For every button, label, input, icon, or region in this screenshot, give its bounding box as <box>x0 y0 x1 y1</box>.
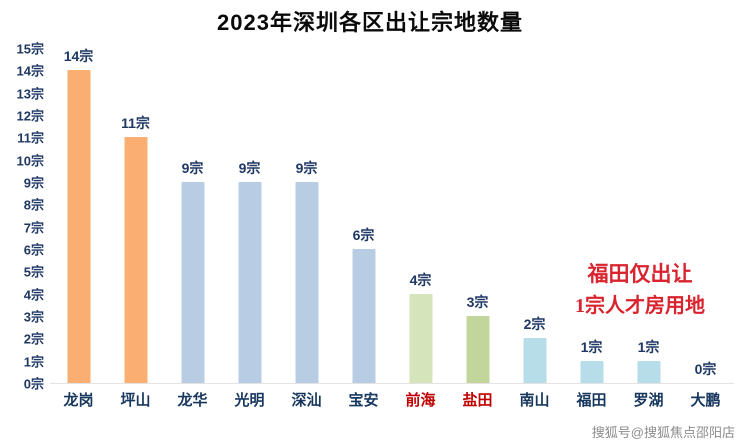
y-axis-tick: 11宗 <box>17 130 44 146</box>
bar-slot: 14宗 <box>50 48 107 383</box>
bar-value-label: 9宗 <box>238 160 261 176</box>
y-axis-tick: 10宗 <box>16 153 44 169</box>
x-axis-label: 宝安 <box>348 392 379 409</box>
x-axis-label: 龙华 <box>177 392 208 409</box>
bar-value-label: 14宗 <box>63 48 94 65</box>
bar-value-label: 1宗 <box>580 338 603 355</box>
x-axis-label: 大鹏 <box>690 392 721 409</box>
bar-value-label: 11宗 <box>121 115 150 132</box>
bar-slot: 11宗 <box>107 48 164 383</box>
y-axis-tick: 4宗 <box>23 287 44 303</box>
y-axis-tick: 14宗 <box>16 63 44 79</box>
bar <box>124 137 147 383</box>
bar-value-label: 6宗 <box>352 227 375 243</box>
annotation-note: 福田仅出让 1宗人才房用地 <box>550 258 730 322</box>
chart-title: 2023年深圳各区出让宗地数量 <box>217 10 523 35</box>
bar <box>352 249 375 383</box>
plot-area: 14宗 11宗 9宗 9宗 9宗 6宗 4宗 3宗 2宗 1宗 1宗 0宗 <box>50 48 734 384</box>
bar-value-label: 4宗 <box>409 271 432 288</box>
bar <box>67 70 90 383</box>
bar <box>238 182 261 383</box>
bar-slot: 0宗 <box>677 48 734 383</box>
bar <box>295 182 318 383</box>
y-axis-tick: 0宗 <box>23 376 44 392</box>
bar-slot: 1宗 <box>563 48 620 383</box>
y-axis-tick: 9宗 <box>23 175 44 191</box>
bar-value-label: 9宗 <box>181 160 204 176</box>
bar-slot: 9宗 <box>164 48 221 383</box>
y-axis-tick: 2宗 <box>23 331 44 347</box>
x-axis-label: 罗湖 <box>633 392 664 409</box>
bar-value-label: 1宗 <box>637 338 660 355</box>
bar <box>181 182 204 383</box>
bar <box>580 360 603 383</box>
annotation-line-1: 福田仅出让 <box>587 262 693 286</box>
y-axis-tick: 6宗 <box>23 242 44 258</box>
bar-slot: 9宗 <box>278 48 335 383</box>
x-axis-label: 光明 <box>234 392 265 409</box>
bar-slot: 9宗 <box>221 48 278 383</box>
x-axis-label: 福田 <box>576 392 607 409</box>
y-axis-tick: 1宗 <box>23 354 44 370</box>
annotation-line-2: 1宗人才房用地 <box>575 294 705 317</box>
bar-slot: 4宗 <box>392 48 449 383</box>
x-axis-label: 龙岗 <box>63 392 94 409</box>
x-axis: 龙岗 坪山 龙华 光明 深汕 宝安 前海 盐田 南山 福田 罗湖 大鹏 <box>50 389 734 410</box>
bar-value-label: 9宗 <box>295 160 318 176</box>
x-axis-label: 坪山 <box>120 392 151 409</box>
x-axis-label: 盐田 <box>462 392 493 409</box>
bar-slot: 3宗 <box>449 48 506 383</box>
y-axis-tick: 13宗 <box>16 86 44 102</box>
watermark-text: 搜狐号@搜狐焦点邵阳店 <box>591 425 735 440</box>
bar <box>466 316 489 383</box>
x-axis-label: 南山 <box>519 392 550 409</box>
bar-value-label: 2宗 <box>523 316 546 333</box>
y-axis-tick: 7宗 <box>23 220 44 236</box>
bar-slot: 6宗 <box>335 48 392 383</box>
bar <box>637 360 660 383</box>
x-axis-label: 深汕 <box>291 392 322 409</box>
y-axis-tick: 5宗 <box>23 264 44 280</box>
y-axis-tick: 12宗 <box>16 108 44 124</box>
y-axis-tick: 3宗 <box>23 309 44 325</box>
bar-slot: 2宗 <box>506 48 563 383</box>
bar <box>523 338 546 383</box>
x-axis-label: 前海 <box>405 392 436 409</box>
bar-value-label: 0宗 <box>694 361 717 377</box>
y-axis-tick: 8宗 <box>23 197 44 213</box>
y-axis-tick: 15宗 <box>16 41 44 57</box>
y-axis: 15宗 14宗 13宗 12宗 11宗 10宗 9宗 8宗 7宗 6宗 5宗 4宗 3宗 2宗 1宗 0宗 <box>4 42 46 392</box>
bar-slot: 1宗 <box>620 48 677 383</box>
bar <box>409 293 432 383</box>
bar-value-label: 3宗 <box>466 294 489 310</box>
